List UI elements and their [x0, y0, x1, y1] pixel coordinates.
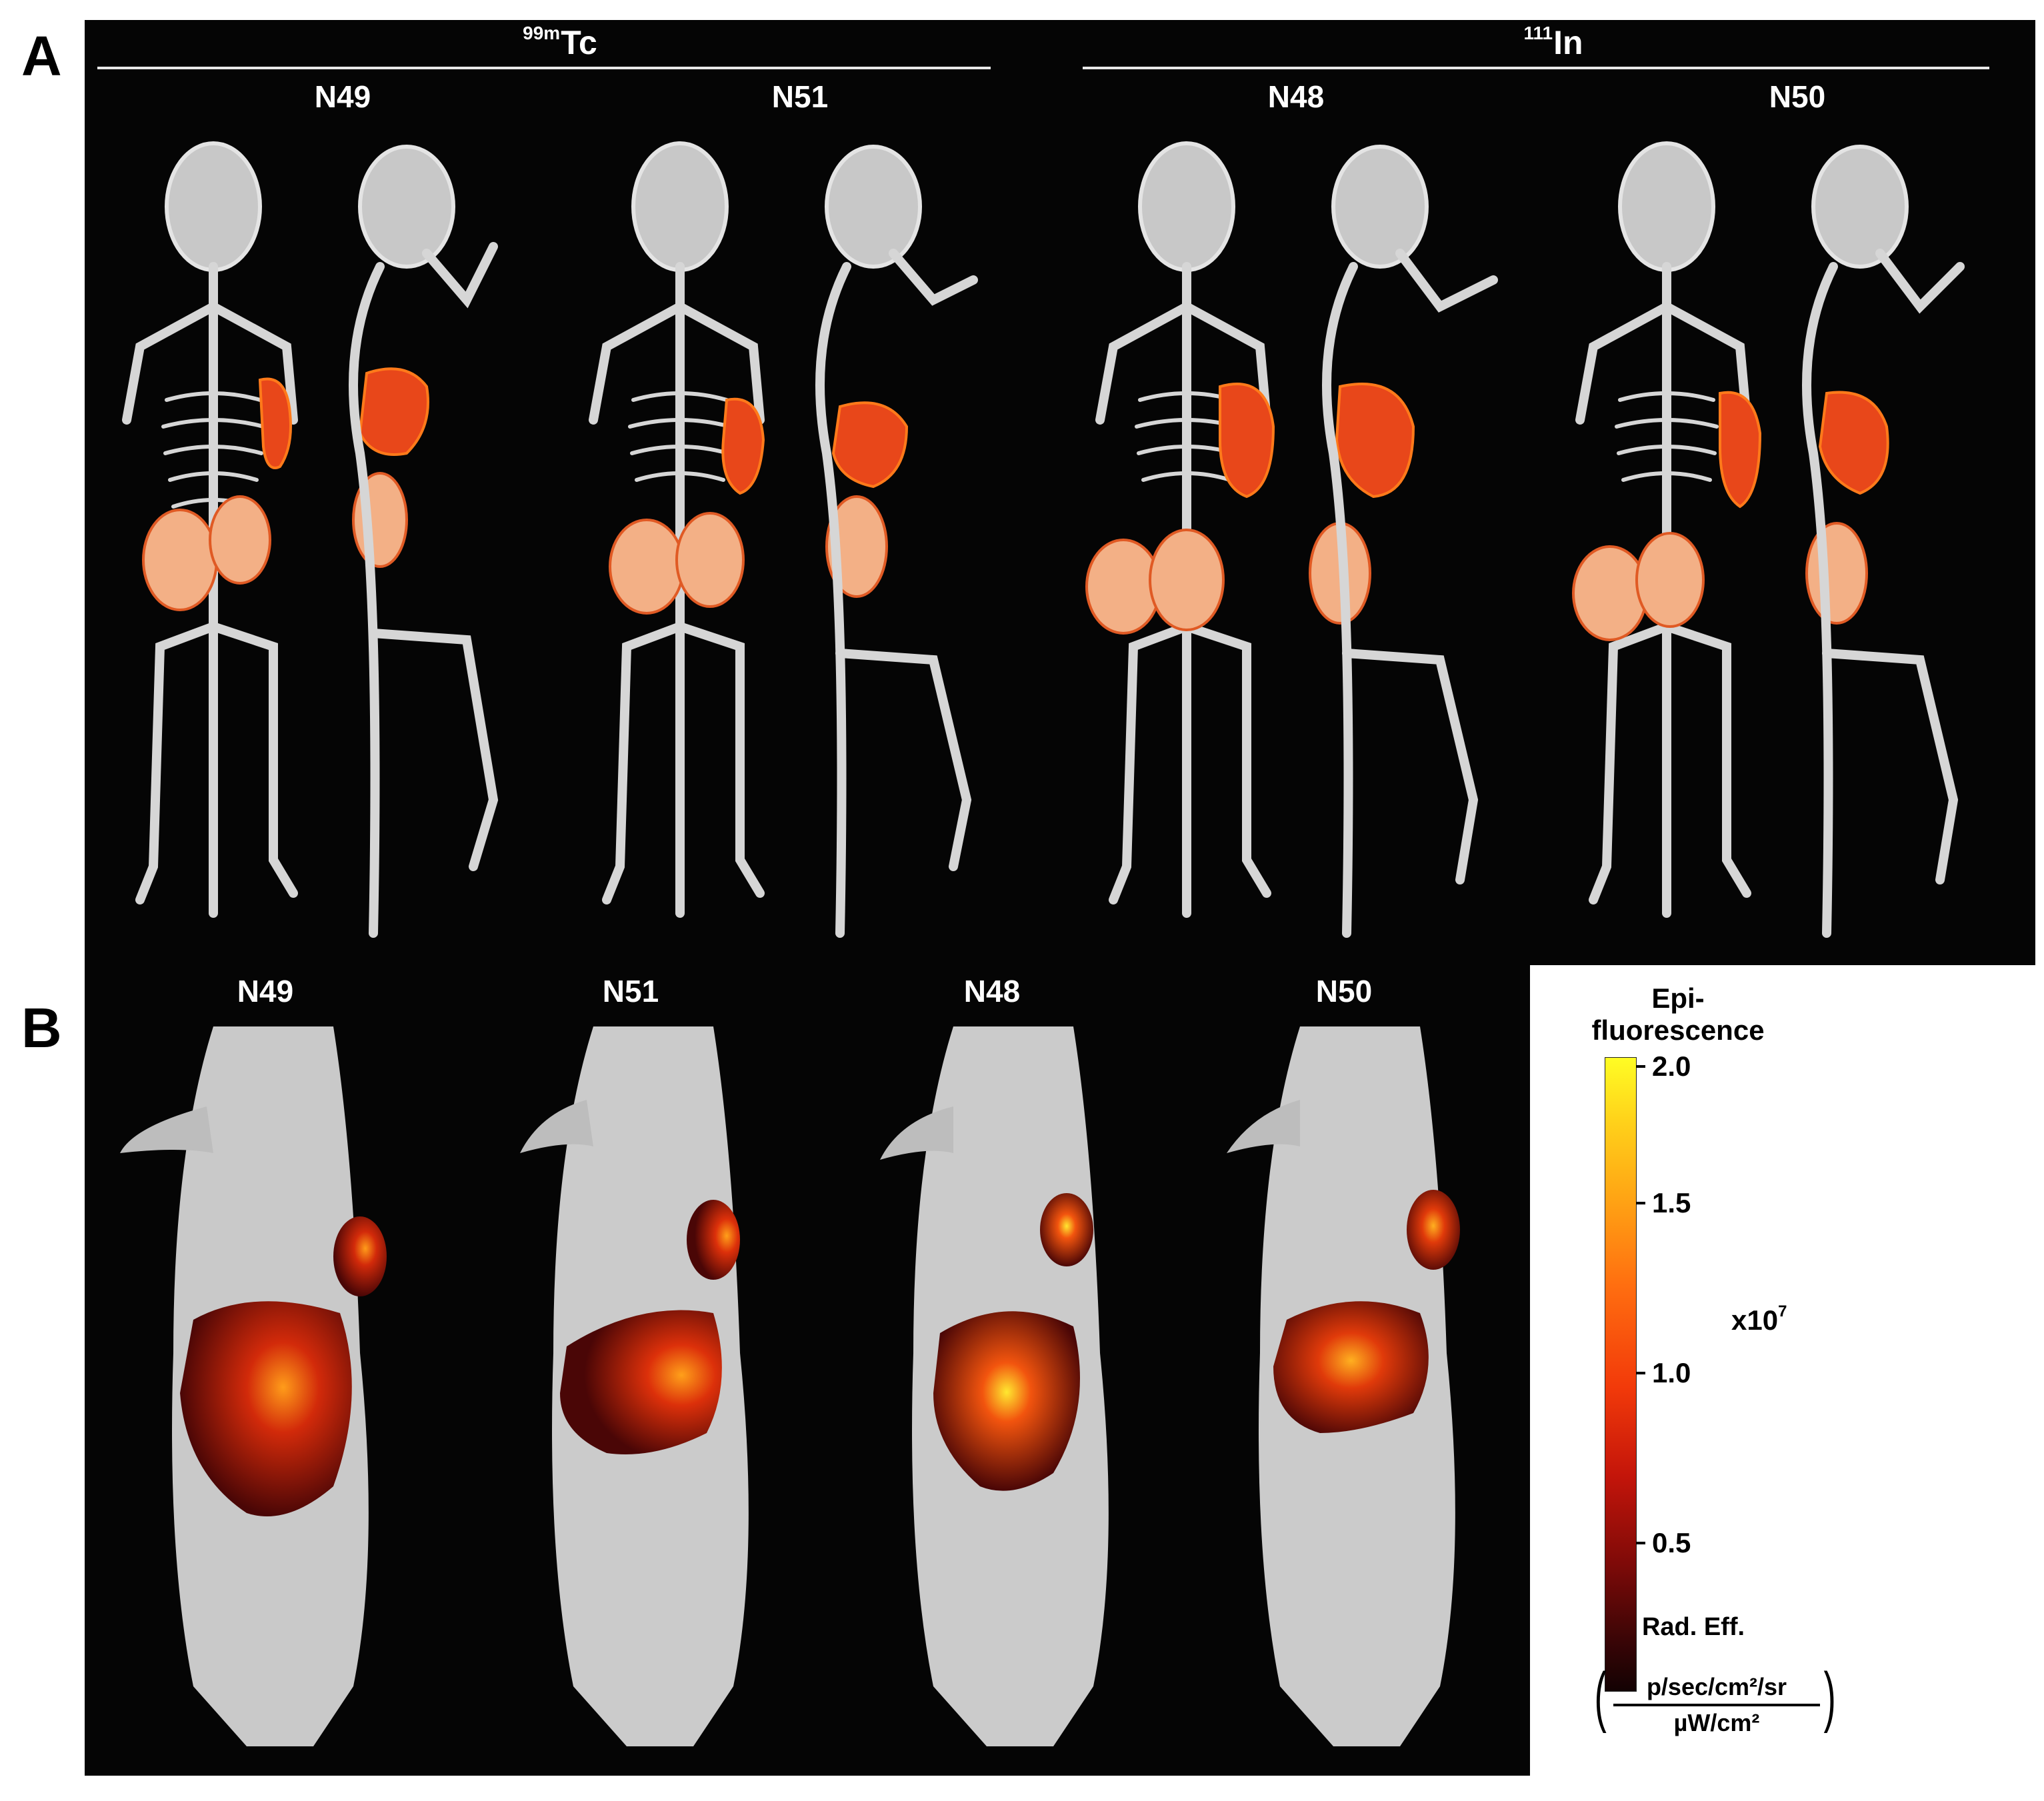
colorbar: [1605, 1057, 1637, 1692]
unit-fraction: p/sec/cm²/sr µW/cm²: [1613, 1673, 1820, 1737]
sample-label-a-3: N50: [1769, 79, 1826, 114]
sample-label-b-3: N50: [1315, 974, 1373, 1008]
tumor-signal: [1040, 1193, 1093, 1266]
group-rule-in: [1083, 67, 1989, 69]
kidney-uptake: [1085, 522, 1371, 635]
skeleton-pair-n49: [122, 141, 499, 938]
sample-label-b-1: N51: [602, 974, 659, 1008]
tumor-uptake: [258, 367, 429, 469]
isotope-label-in: 111In: [1523, 23, 1583, 61]
tick-0-5: [1636, 1542, 1645, 1544]
abdomen-signal: [560, 1310, 722, 1454]
abdomen-signal: [1273, 1301, 1429, 1433]
fluorescence-mouse-n50: [1227, 1026, 1460, 1746]
skeleton-front: [1575, 141, 1751, 918]
skeleton-front: [589, 141, 765, 918]
tick-1-0: [1636, 1372, 1645, 1374]
unit-numerator: p/sec/cm²/sr: [1613, 1673, 1820, 1706]
unit-title: Rad. Eff.: [1641, 1613, 1745, 1641]
sample-label-a-1: N51: [771, 79, 829, 114]
tumor-signal: [687, 1200, 740, 1280]
mouse-ear: [120, 1106, 213, 1153]
kidney-uptake: [609, 495, 888, 615]
tumor-signal: [333, 1216, 387, 1296]
tick-1-5: [1636, 1202, 1645, 1204]
tick-label-0-5: 0.5: [1652, 1527, 1691, 1558]
tumor-signal: [1407, 1190, 1460, 1270]
skeleton-front: [1095, 141, 1271, 918]
tumor-uptake: [1219, 383, 1415, 499]
tumor-uptake: [1719, 391, 1889, 509]
abdomen-signal: [933, 1311, 1080, 1491]
sample-label-b-0: N49: [237, 974, 294, 1008]
skeleton-side: [1802, 145, 1965, 938]
sample-label-a-0: N49: [314, 79, 371, 114]
panel-a-letter: A: [21, 25, 62, 87]
skeleton-side: [349, 145, 499, 938]
fluorescence-mouse-n48: [880, 1026, 1109, 1746]
skeleton-pair-n51: [589, 141, 978, 938]
tick-2-0: [1636, 1065, 1645, 1068]
tumor-uptake: [721, 397, 909, 495]
mouse-ear: [520, 1100, 593, 1153]
scale-multiplier: x107: [1731, 1302, 1787, 1336]
tick-label-2-0: 2.0: [1652, 1050, 1691, 1082]
skeleton-pair-n50: [1572, 141, 1965, 938]
skeleton-side: [815, 145, 978, 938]
mouse-ear: [1227, 1100, 1300, 1153]
skeleton-pair-n48: [1085, 141, 1498, 938]
mouse-ear: [880, 1106, 953, 1160]
isotope-label-tc: 99mTc: [523, 23, 597, 61]
group-rule-tc: [97, 67, 991, 69]
legend-title-line2: fluorescence: [1591, 1014, 1765, 1046]
sample-label-b-2: N48: [963, 974, 1021, 1008]
skeleton-side: [1322, 145, 1498, 938]
fluorescence-mouse-n51: [520, 1026, 749, 1746]
unit-paren-right: ): [1823, 1659, 1836, 1734]
sample-label-a-2: N48: [1267, 79, 1325, 114]
legend-title: Epi- fluorescence: [1581, 982, 1775, 1046]
tick-label-1-5: 1.5: [1652, 1187, 1691, 1218]
abdomen-signal: [180, 1301, 352, 1516]
tick-label-1-0: 1.0: [1652, 1357, 1691, 1388]
fluorescence-mouse-n49: [120, 1026, 387, 1746]
panel-b-letter: B: [21, 996, 62, 1059]
legend-title-line1: Epi-: [1651, 982, 1705, 1014]
unit-denominator: µW/cm²: [1673, 1709, 1760, 1736]
unit-paren-left: (: [1594, 1659, 1607, 1734]
